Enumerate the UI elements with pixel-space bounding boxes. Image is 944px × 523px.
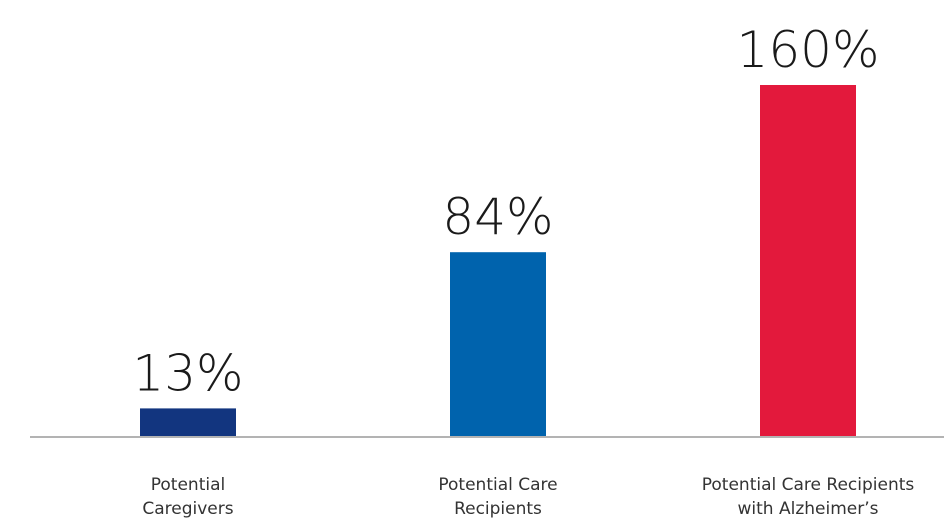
value-label-2: 84% [442, 188, 553, 246]
category-label-1: Potential Caregivers [142, 475, 233, 519]
category-label-1-line-2: Caregivers [142, 499, 233, 519]
category-labels-group: Potential Caregivers Potential Care Recipie… [142, 475, 914, 519]
category-label-3: Potential Care Recipients with Alzheimer’… [702, 475, 915, 519]
value-label-1: 13% [132, 344, 243, 402]
category-label-2-line-1: Potential Care [438, 475, 557, 495]
category-label-1-line-1: Potential [151, 475, 225, 495]
value-labels-group: 13% 84% 160% [132, 21, 879, 402]
bar-3 [760, 85, 856, 437]
category-label-2-line-2: Recipients [454, 499, 542, 519]
value-label-3: 160% [737, 21, 880, 79]
category-label-3-line-2: with Alzheimer’s [738, 499, 879, 519]
bars-group [140, 85, 856, 437]
category-label-2: Potential Care Recipients [438, 475, 557, 519]
bar-2 [450, 252, 546, 437]
category-label-3-line-1: Potential Care Recipients [702, 475, 915, 495]
bar-1 [140, 408, 236, 437]
